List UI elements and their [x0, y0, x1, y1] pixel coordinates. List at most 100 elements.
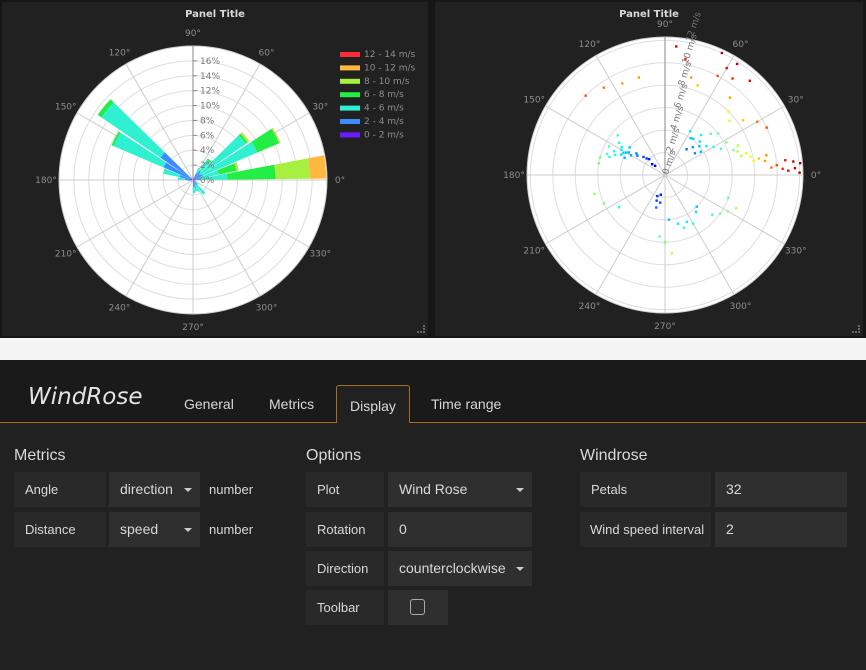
- scatter-point: [727, 110, 730, 113]
- angle-tick-label: 30°: [788, 96, 804, 106]
- scatter-point: [757, 157, 761, 160]
- radial-tick-label: 0%: [200, 176, 215, 186]
- scatter-point: [645, 157, 648, 160]
- tab-time-range[interactable]: Time range: [431, 396, 502, 412]
- windrose-bar-segment: [163, 168, 181, 178]
- scatter-point: [799, 161, 802, 165]
- scatter-point: [655, 206, 658, 209]
- scatter-point: [719, 147, 723, 151]
- windrose-bar-segment: [200, 173, 228, 180]
- scatter-point: [765, 154, 768, 157]
- angle-tick-label: 90°: [657, 20, 673, 30]
- windrose-bar-segment: [160, 152, 192, 179]
- petals-input[interactable]: 32: [715, 472, 847, 507]
- windrose-bar-segment: [97, 99, 114, 118]
- tab-display[interactable]: Display: [336, 385, 410, 423]
- resize-handle[interactable]: [417, 325, 425, 333]
- angle-tick-label: 120°: [579, 40, 601, 50]
- tab-metrics[interactable]: Metrics: [269, 396, 315, 412]
- windrose-bar-segment: [241, 132, 250, 142]
- wind-speed-interval-input[interactable]: 2: [715, 512, 847, 547]
- scatter-point: [793, 166, 797, 170]
- direction-select[interactable]: counterclockwise: [388, 551, 532, 586]
- grid-spoke: [76, 179, 194, 248]
- direction-label: Direction: [306, 551, 384, 586]
- distance-select[interactable]: speed: [109, 512, 200, 547]
- grid-spoke: [595, 174, 666, 295]
- scatter-point: [616, 134, 619, 137]
- windrose-bar-segment: [196, 184, 206, 195]
- scatter-point: [653, 164, 657, 168]
- options-heading: Options: [306, 447, 362, 464]
- panel-editor: WindRose General Metrics Display Time ra…: [0, 360, 866, 670]
- distance-type: number: [209, 522, 254, 537]
- tab-general[interactable]: General: [184, 396, 234, 412]
- panel-title[interactable]: Panel Title: [619, 9, 679, 20]
- legend-label: 2 - 4 m/s: [364, 117, 404, 127]
- windrose-bar-segment: [235, 162, 239, 171]
- radial-tick-label: 6%: [200, 131, 215, 141]
- windrose-chart: 0° 30° 60° 90° 120° 150° 180° 210° 240° 270° 300° 3…: [35, 29, 415, 333]
- legend-swatch: [340, 132, 360, 138]
- scatter-point: [597, 162, 600, 165]
- scatter-point: [728, 96, 732, 99]
- scatter-point: [749, 155, 752, 159]
- radial-tick-label: 14%: [200, 72, 220, 82]
- scatter-point: [699, 150, 702, 153]
- scatter-point: [787, 169, 790, 172]
- scatter-point: [689, 76, 693, 79]
- angle-tick-label: 300°: [256, 303, 278, 313]
- radial-tick-label: 8%: [200, 116, 215, 126]
- scatter-point: [647, 157, 651, 161]
- scatter-point: [694, 210, 698, 214]
- panel-title[interactable]: Panel Title: [185, 9, 245, 20]
- angle-tick-label: 120°: [109, 49, 131, 59]
- resize-handle[interactable]: [852, 325, 860, 333]
- windrose-bar-segment: [217, 163, 237, 175]
- windrose-bar-segment: [234, 162, 239, 171]
- radial-tick-label: 12 m/s: [685, 11, 704, 44]
- windrose-bar-segment: [194, 173, 201, 179]
- scatter-point: [685, 220, 689, 223]
- editor-title: WindRose: [28, 384, 143, 410]
- scatter-point: [784, 159, 787, 162]
- angle-tick-label: 240°: [109, 303, 131, 313]
- angle-tick-label: 180°: [503, 171, 525, 181]
- toolbar-checkbox[interactable]: [410, 599, 425, 615]
- angle-tick-label: 90°: [185, 29, 201, 39]
- scatter-point: [593, 192, 596, 196]
- windrose-bar-segment: [193, 186, 196, 194]
- angle-tick-label: 0°: [335, 176, 345, 186]
- scatter-point: [725, 141, 728, 144]
- metrics-heading: Metrics: [14, 447, 66, 464]
- windrose-bar-segment: [194, 170, 201, 179]
- radial-tick-label: 4%: [200, 146, 215, 156]
- plot-select[interactable]: Wind Rose: [388, 472, 532, 507]
- scatter-point: [734, 206, 738, 210]
- windrose-bar-segment: [194, 187, 198, 192]
- scatter-point: [602, 202, 606, 205]
- scatter-point: [607, 145, 611, 148]
- scatter-point: [736, 144, 740, 147]
- windrose-bar-segment: [200, 170, 219, 179]
- scatter-point: [691, 146, 694, 149]
- scatter-point: [692, 137, 695, 140]
- windrose-bar-segment: [307, 155, 327, 179]
- scatter-point: [752, 159, 755, 163]
- scatter-point: [699, 133, 703, 137]
- radial-tick-label: 10%: [200, 102, 220, 112]
- scatter-point: [726, 210, 730, 213]
- rotation-input[interactable]: 0: [388, 512, 532, 547]
- windrose-panel: Panel Title 0° 30° 60° 90° 120° 150° 180° 210° 2…: [2, 2, 428, 336]
- windrose-bar-segment: [199, 159, 211, 173]
- windrose-bar-segment: [206, 158, 212, 163]
- scatter-point: [698, 140, 701, 143]
- radial-tick-label: 12%: [200, 87, 220, 97]
- scatter-point: [623, 156, 626, 160]
- windrose-bar-segment: [111, 131, 121, 147]
- windrose-bar-segment: [193, 182, 197, 189]
- scatter-point: [696, 84, 699, 87]
- scatter-point: [608, 155, 611, 159]
- angle-select[interactable]: direction: [109, 472, 200, 507]
- scatter-point: [748, 79, 752, 82]
